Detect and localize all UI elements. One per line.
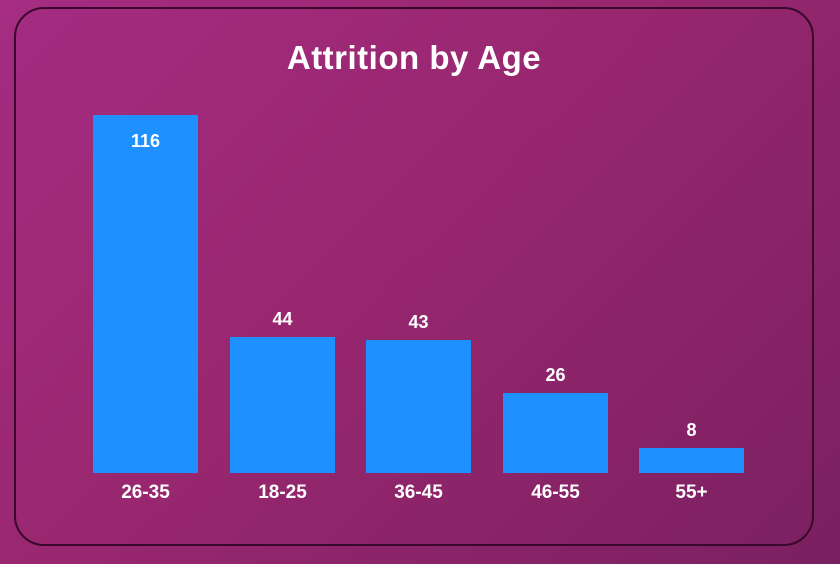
bar-value-label: 26	[545, 365, 566, 385]
bar	[366, 340, 471, 473]
bar	[93, 115, 198, 473]
chart-card: Attrition by Age	[14, 7, 814, 546]
bar-category-label: 46-55	[531, 482, 580, 503]
bar-category-label: 55+	[675, 482, 708, 503]
bar-category-label: 18-25	[258, 482, 307, 503]
bar-category-label: 26-35	[121, 482, 170, 503]
chart-title: Attrition by Age	[286, 39, 542, 76]
bar-value-label: 44	[272, 309, 293, 329]
bar	[639, 448, 744, 473]
bar	[230, 337, 335, 473]
bar-category-label: 36-45	[394, 482, 443, 503]
bar-value-label: 43	[408, 312, 429, 332]
bar	[503, 393, 608, 473]
bar-value-label: 8	[686, 420, 697, 440]
bar-value-label: 116	[130, 131, 161, 151]
